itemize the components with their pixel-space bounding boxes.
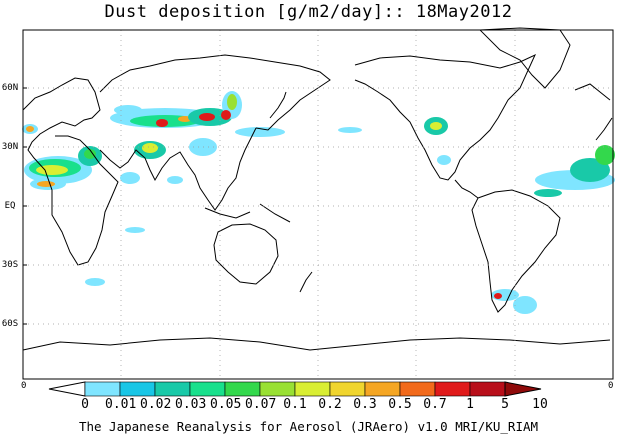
colorbar-segment: [224, 381, 261, 397]
lon-label-left: 0: [21, 381, 27, 391]
lat-label-60s: 60S: [1, 319, 19, 329]
dust-patches: [22, 91, 615, 314]
colorbar-tick-label: 0.2: [318, 397, 342, 412]
colorbar-segment: [469, 381, 506, 397]
colorbar-arrow-left: [48, 381, 86, 397]
colorbar-segment: [434, 381, 471, 397]
lat-label-eq: EQ: [4, 201, 16, 211]
colorbar-tick-label: 0.1: [283, 397, 307, 412]
colorbar-tick-label: 0.02: [140, 397, 172, 412]
colorbar-arrow-right: [504, 381, 542, 397]
colorbar-tick-label: 0.07: [245, 397, 277, 412]
colorbar-tick-label: 0.5: [388, 397, 412, 412]
lat-label-60n: 60N: [1, 83, 19, 93]
colorbar-segment: [399, 381, 436, 397]
map-frame: [22, 29, 614, 380]
colorbar-segment: [189, 381, 226, 397]
lat-ticks: [23, 87, 27, 325]
colorbar-segment: [119, 381, 156, 397]
graticule: [23, 30, 613, 379]
colorbar-segment: [329, 381, 366, 397]
credit-line: The Japanese Reanalysis for Aerosol (JRA…: [78, 419, 539, 434]
map-title: Dust deposition [g/m2/day]:: 18May2012: [104, 2, 513, 22]
colorbar-segment: [154, 381, 191, 397]
colorbar-segment: [84, 381, 121, 397]
lon-label-right: 0: [608, 381, 614, 391]
colorbar-tick-label: 5: [501, 397, 509, 412]
colorbar-tick-label: 0.01: [105, 397, 137, 412]
coastlines: [22, 27, 613, 351]
colorbar-segment: [364, 381, 401, 397]
colorbar-tick-label: 1: [466, 397, 474, 412]
colorbar-tick-label: 0.7: [423, 397, 447, 412]
colorbar-tick-label: 0.05: [210, 397, 242, 412]
colorbar-tick-label: 0.03: [175, 397, 207, 412]
colorbar-segment: [259, 381, 296, 397]
colorbar-tick-label: 0.3: [353, 397, 377, 412]
colorbar-segment: [294, 381, 331, 397]
lat-label-30n: 30N: [1, 142, 19, 152]
colorbar-tick-label: 0: [81, 397, 89, 412]
colorbar-tick-label: 10: [532, 397, 548, 412]
lat-label-30s: 30S: [1, 260, 19, 270]
